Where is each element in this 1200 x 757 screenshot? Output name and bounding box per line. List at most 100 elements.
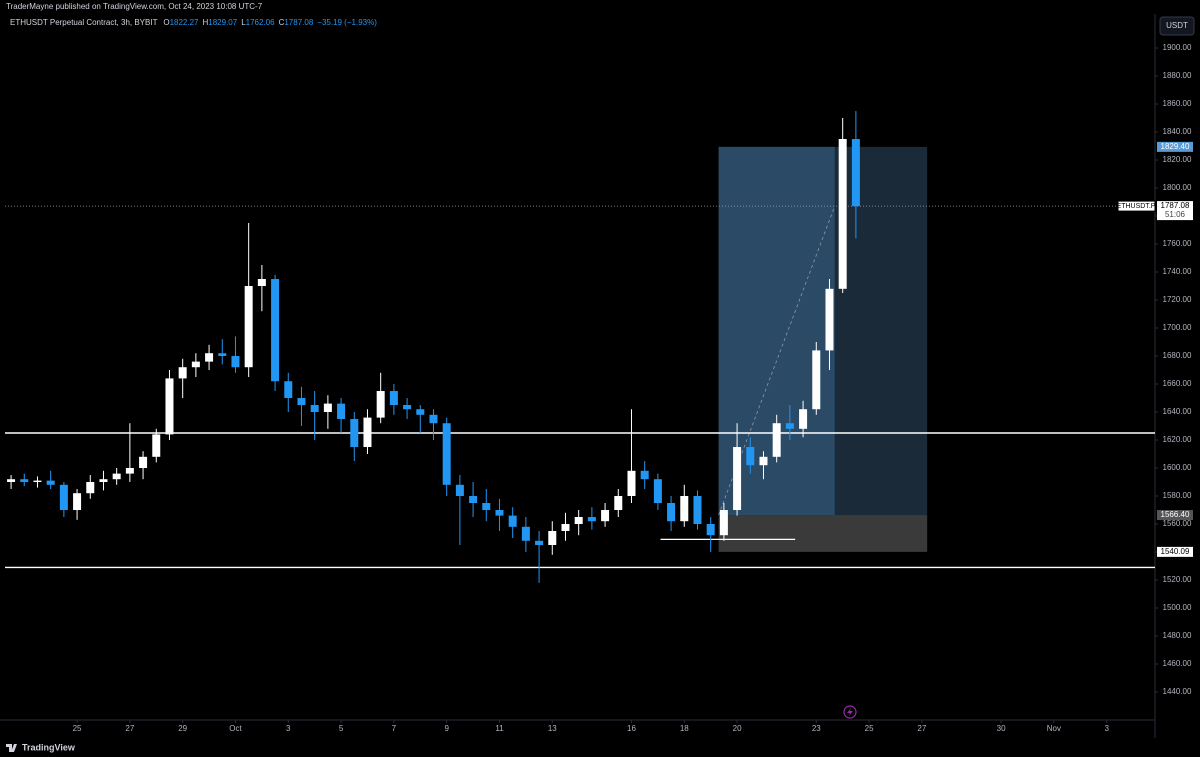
x-tick-label: 3 xyxy=(286,724,291,733)
candle-body xyxy=(772,423,781,457)
candle-body xyxy=(403,405,412,410)
candle-body xyxy=(521,526,530,541)
candle-body xyxy=(257,279,266,287)
y-tick-label: 1440.00 xyxy=(1163,687,1192,696)
candle-body xyxy=(178,367,187,379)
candle-body xyxy=(165,378,174,435)
y-tick-label: 1460.00 xyxy=(1163,659,1192,668)
footer xyxy=(0,738,1200,757)
candle-body xyxy=(99,479,108,483)
y-tick-label: 1860.00 xyxy=(1163,99,1192,108)
candle-body xyxy=(799,409,808,429)
y-tick-label: 1720.00 xyxy=(1163,295,1192,304)
candle-body xyxy=(640,470,649,480)
candle-body xyxy=(297,398,306,406)
candle-body xyxy=(535,540,544,546)
candle-body xyxy=(139,456,148,469)
candle-body xyxy=(125,468,134,474)
currency-label[interactable]: USDT xyxy=(1166,21,1188,30)
candle-body xyxy=(601,510,610,522)
y-tick-label: 1880.00 xyxy=(1163,71,1192,80)
x-tick-label: 27 xyxy=(917,724,926,733)
stop-tag-bg xyxy=(1157,546,1193,557)
countdown: 51:06 xyxy=(1165,210,1186,219)
current-tag: 1787.08 xyxy=(1161,201,1190,210)
entry-tag: 1566.40 xyxy=(1161,510,1190,519)
legend-value: 1829.07 xyxy=(208,18,237,27)
legend-title: ETHUSDT Perpetual Contract, 3h, BYBIT xyxy=(10,18,158,27)
x-tick-label: 9 xyxy=(444,724,449,733)
candle-body xyxy=(561,524,570,532)
candle-body xyxy=(231,356,240,368)
y-tick-label: 1580.00 xyxy=(1163,491,1192,500)
candle-body xyxy=(614,496,623,511)
x-tick-label: 16 xyxy=(627,724,636,733)
y-tick-label: 1800.00 xyxy=(1163,183,1192,192)
events-icon[interactable] xyxy=(843,705,857,719)
candle-body xyxy=(469,496,478,504)
x-tick-label: 25 xyxy=(865,724,874,733)
x-tick-label: 27 xyxy=(125,724,134,733)
candle-body xyxy=(587,517,596,522)
candle-body xyxy=(284,381,293,399)
events-bolt xyxy=(847,708,853,716)
y-tick-label: 1600.00 xyxy=(1163,463,1192,472)
candle-body xyxy=(812,350,821,410)
y-tick-label: 1820.00 xyxy=(1163,155,1192,164)
y-tick-label: 1740.00 xyxy=(1163,267,1192,276)
candle-body xyxy=(667,503,676,522)
candle-body xyxy=(785,423,794,429)
candle-body xyxy=(455,484,464,497)
x-tick-label: 29 xyxy=(178,724,187,733)
candle-body xyxy=(73,493,82,511)
currency-button[interactable] xyxy=(1159,16,1195,36)
x-tick-label: 5 xyxy=(339,724,344,733)
candle-body xyxy=(442,423,451,485)
y-tick-label: 1840.00 xyxy=(1163,127,1192,136)
candle-body xyxy=(482,503,491,511)
candle-body xyxy=(205,353,214,362)
symbol-tag: ETHUSDT.P xyxy=(1117,203,1156,210)
candle-body xyxy=(376,391,385,418)
target-tag-bg xyxy=(1157,141,1193,152)
candle-body xyxy=(746,447,755,466)
ohlc-legend: ETHUSDT Perpetual Contract, 3h, BYBIT O 18… xyxy=(10,18,377,27)
candle-body xyxy=(706,524,715,536)
x-tick-label: 7 xyxy=(392,724,397,733)
candle-body xyxy=(680,496,689,522)
y-tick-label: 1700.00 xyxy=(1163,323,1192,332)
y-tick-label: 1900.00 xyxy=(1163,43,1192,52)
legend-value: 1762.06 xyxy=(246,18,275,27)
y-tick-label: 1760.00 xyxy=(1163,239,1192,248)
candle-body xyxy=(653,479,662,504)
current-tag-bg xyxy=(1157,201,1193,221)
candle-body xyxy=(152,434,161,457)
y-tick-label: 1620.00 xyxy=(1163,435,1192,444)
candle-body xyxy=(350,419,359,448)
x-tick-label: 13 xyxy=(548,724,557,733)
candle-body xyxy=(733,447,742,511)
candle-body xyxy=(20,479,29,483)
candle-body xyxy=(627,470,636,497)
candle-body xyxy=(218,353,227,357)
candle-body xyxy=(86,482,95,494)
candle-body xyxy=(851,139,860,207)
x-tick-label: 25 xyxy=(73,724,82,733)
x-tick-label: 30 xyxy=(997,724,1006,733)
candle-body xyxy=(33,480,42,483)
x-tick-label: 18 xyxy=(680,724,689,733)
candle-body xyxy=(548,531,557,546)
entry-tag-bg xyxy=(1157,510,1193,521)
legend-key: O xyxy=(163,18,169,27)
candle-body xyxy=(112,473,121,480)
symbol-tag-bg xyxy=(1117,200,1156,212)
legend-value: 1787.08 xyxy=(284,18,313,27)
brand-logo xyxy=(6,744,17,752)
candle-body xyxy=(495,510,504,516)
y-tick-label: 1500.00 xyxy=(1163,603,1192,612)
candle-body xyxy=(429,414,438,424)
y-tick-label: 1680.00 xyxy=(1163,351,1192,360)
